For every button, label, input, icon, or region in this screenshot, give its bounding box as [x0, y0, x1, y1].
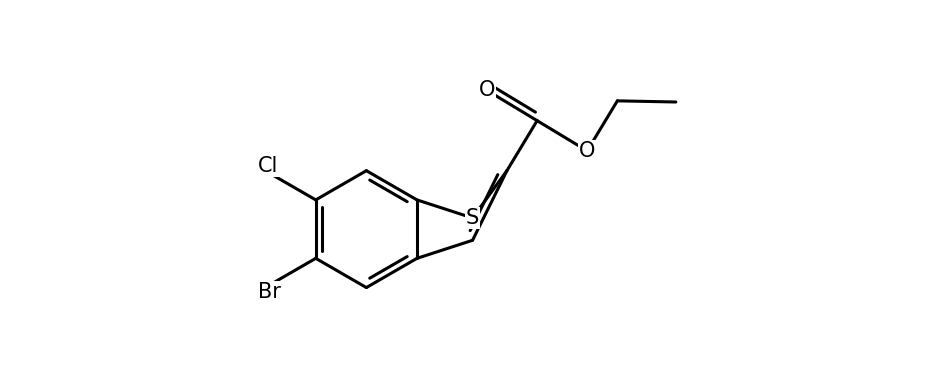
- Text: O: O: [479, 81, 496, 101]
- Text: Br: Br: [257, 282, 280, 302]
- Text: Cl: Cl: [257, 156, 278, 176]
- Text: S: S: [466, 208, 480, 228]
- Text: O: O: [579, 141, 595, 161]
